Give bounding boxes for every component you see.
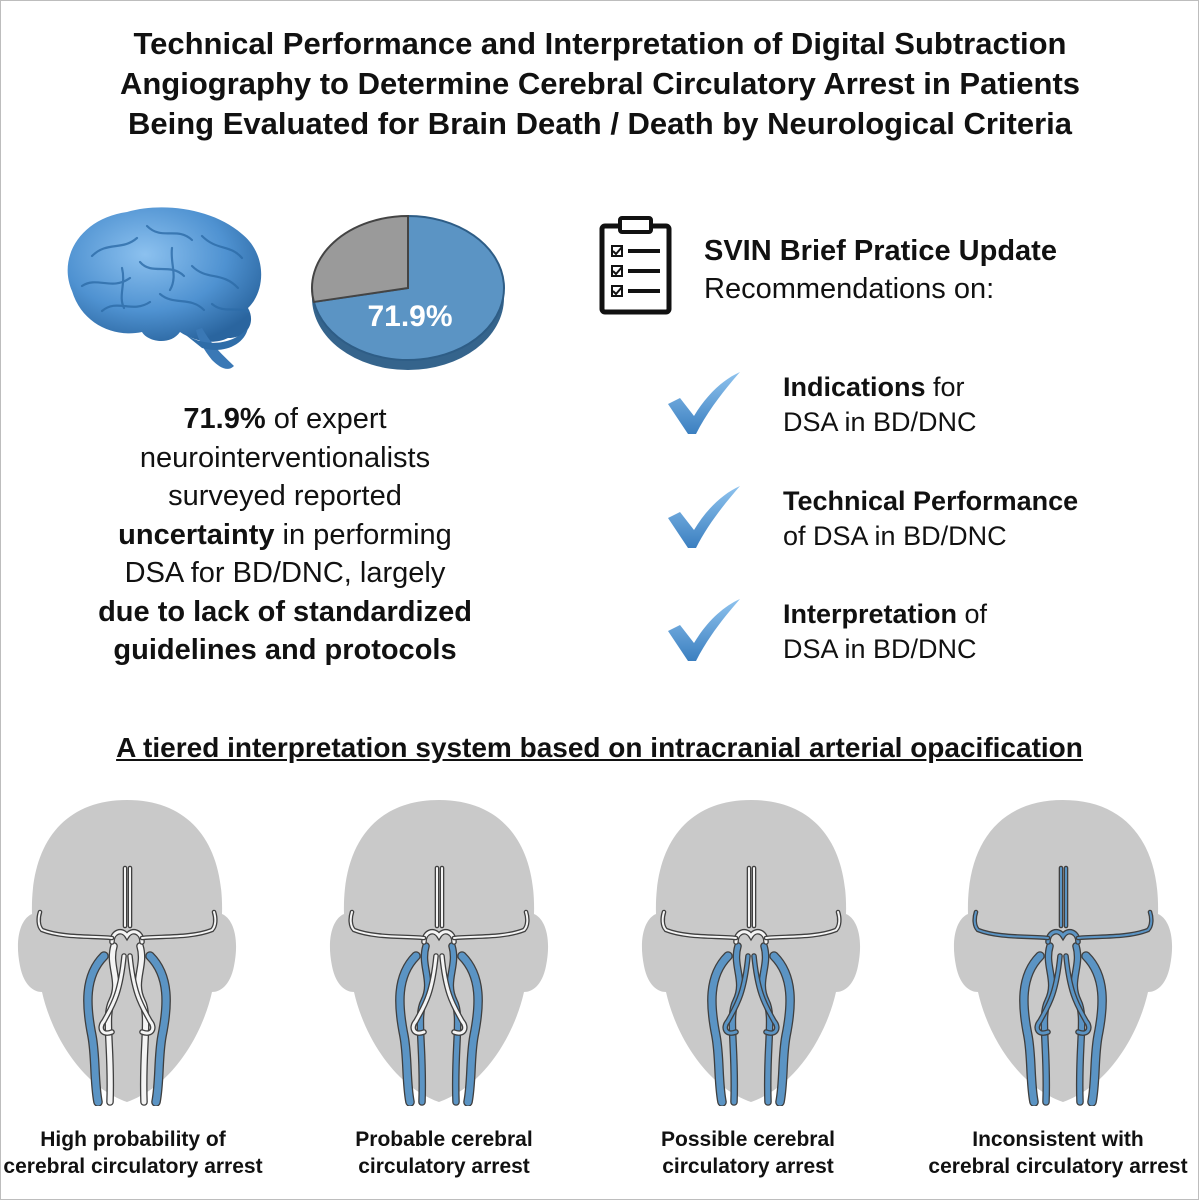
tier-2-line2: circulatory arrest: [358, 1155, 530, 1178]
tier-label-probable: Probable cerebral circulatory arrest: [294, 1126, 594, 1180]
head-silhouette: [953, 800, 1173, 1102]
survey-statement: 71.9% of expert neurointerventionalists …: [40, 400, 530, 670]
middle-cerebral-right: [453, 911, 529, 939]
vertebral-left: [723, 954, 750, 1035]
circle-of-willis: [1046, 930, 1080, 944]
stat-line-7: guidelines and protocols: [113, 634, 457, 666]
vertebral-left: [411, 954, 438, 1035]
head-diagram-high-probability: [17, 800, 237, 1106]
external-carotid-right: [1082, 952, 1106, 1106]
title-line-3: Being Evaluated for Brain Death / Death …: [128, 106, 1072, 141]
page-title: Technical Performance and Interpretation…: [20, 24, 1180, 144]
rec-3-bold: Interpretation: [783, 599, 958, 629]
head-silhouette: [329, 800, 549, 1102]
external-carotid-right: [146, 952, 170, 1106]
brain-icon: [67, 207, 262, 369]
stat-line-1: of expert: [265, 403, 387, 435]
vertebral-right: [1064, 954, 1091, 1035]
title-line-2: Angiography to Determine Cerebral Circul…: [119, 66, 1081, 101]
circle-of-willis: [110, 930, 144, 944]
rec-2-line2: of DSA in BD/DNC: [783, 521, 1007, 551]
middle-cerebral-left: [973, 911, 1049, 939]
checkmark-icon: [668, 372, 740, 434]
tier-2-line1: Probable cerebral: [355, 1128, 533, 1151]
checkmark-icon: [668, 599, 740, 661]
tier-4-line2: cerebral circulatory arrest: [928, 1155, 1188, 1178]
stat-line-4: in performing: [274, 518, 452, 551]
middle-cerebral-left: [661, 911, 737, 939]
head-diagram-possible: [641, 800, 861, 1106]
svin-subtitle: Recommendations on:: [704, 273, 995, 305]
external-carotid-right: [770, 952, 794, 1106]
stat-line-6: due to lack of standardized: [98, 595, 472, 628]
vertebral-left: [1035, 954, 1062, 1035]
stat-uncertainty: uncertainty: [118, 518, 275, 551]
middle-cerebral-left: [349, 911, 425, 939]
rec-1-rest: for: [925, 372, 965, 402]
rec-1-line2: DSA in BD/DNC: [783, 407, 977, 437]
head-diagram-probable: [329, 800, 549, 1106]
vertebral-left: [99, 954, 126, 1035]
head-diagram-inconsistent: [953, 800, 1173, 1106]
rec-2-bold: Technical Performance: [783, 486, 1079, 516]
middle-cerebral-left: [37, 911, 113, 939]
external-carotid-right: [458, 952, 482, 1106]
svin-title: SVIN Brief Pratice Update: [704, 235, 1057, 267]
tier-label-inconsistent: Inconsistent with cerebral circulatory a…: [908, 1126, 1199, 1180]
external-carotid-left: [708, 952, 732, 1106]
rec-1-bold: Indications: [783, 372, 926, 402]
tier-1-line2: cerebral circulatory arrest: [3, 1155, 263, 1178]
tier-3-line1: Possible cerebral: [661, 1128, 835, 1151]
circle-of-willis: [734, 930, 768, 944]
external-carotid-left: [396, 952, 420, 1106]
vertebral-right: [752, 954, 779, 1035]
external-carotid-left: [84, 952, 108, 1106]
tier-label-possible: Possible cerebral circulatory arrest: [598, 1126, 898, 1180]
tier-1-line1: High probability of: [40, 1128, 226, 1151]
external-carotid-left: [1020, 952, 1044, 1106]
stat-percent: 71.9%: [183, 403, 266, 435]
rec-3-line2: DSA in BD/DNC: [783, 634, 977, 664]
recommendation-indications: Indications for DSA in BD/DNC: [666, 370, 1186, 450]
stat-line-2: neurointerventionalists: [139, 441, 431, 474]
middle-cerebral-right: [141, 911, 217, 939]
stat-line-3: surveyed reported: [168, 480, 402, 512]
tier-system-title: A tiered interpretation system based on …: [116, 732, 1083, 763]
tier-3-line2: circulatory arrest: [662, 1155, 834, 1178]
middle-cerebral-right: [765, 911, 841, 939]
checkmark-icon: [668, 486, 740, 548]
stat-line-5: DSA for BD/DNC, largely: [124, 557, 446, 589]
head-silhouette: [17, 800, 237, 1102]
recommendation-technical: Technical Performance of DSA in BD/DNC: [666, 484, 1186, 564]
recommendation-interpretation: Interpretation of DSA in BD/DNC: [666, 597, 1186, 677]
vertebral-right: [440, 954, 467, 1035]
pie-label: 71.9%: [367, 300, 452, 333]
pie-chart: 71.9%: [311, 214, 505, 370]
title-line-1: Technical Performance and Interpretation…: [133, 26, 1067, 61]
head-silhouette: [641, 800, 861, 1102]
circle-of-willis: [422, 930, 456, 944]
clipboard-checklist-icon: [599, 216, 672, 315]
vertebral-right: [128, 954, 155, 1035]
middle-cerebral-right: [1077, 911, 1153, 939]
tier-4-line1: Inconsistent with: [972, 1128, 1144, 1151]
tier-label-high-probability: High probability of cerebral circulatory…: [0, 1126, 283, 1180]
rec-3-rest: of: [957, 599, 988, 629]
pie-slice-rest: [311, 214, 409, 304]
svin-heading: SVIN Brief Pratice Update Recommendation…: [704, 232, 1057, 308]
